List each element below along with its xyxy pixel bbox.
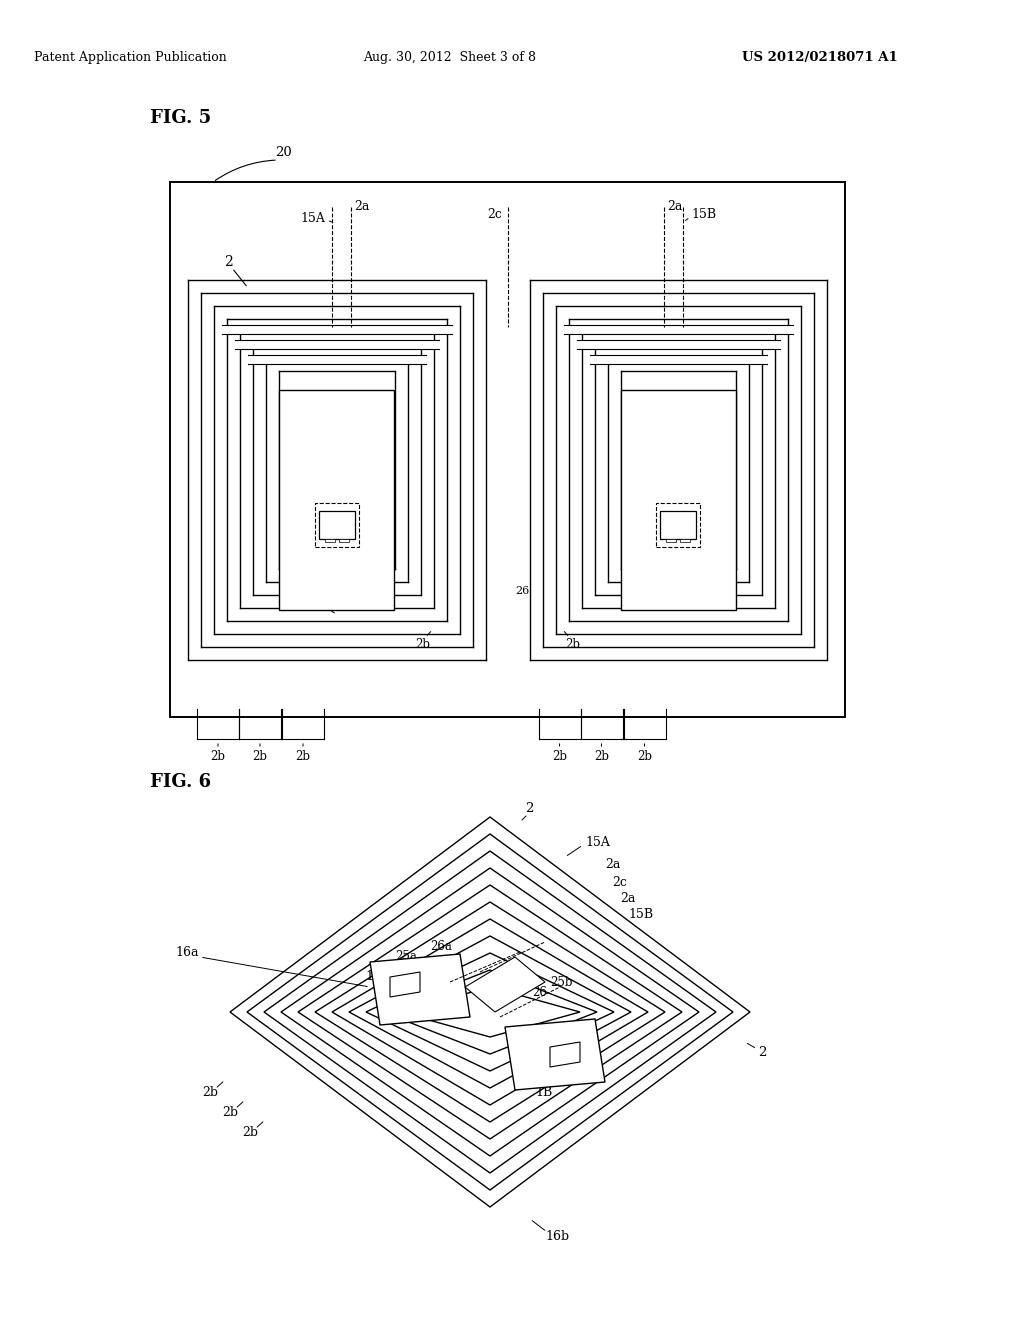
Text: 25a: 25a: [301, 404, 323, 414]
Bar: [667, 539, 676, 541]
Text: 2: 2: [758, 1045, 766, 1059]
Text: 2b: 2b: [296, 751, 310, 763]
Bar: [248, 355, 426, 363]
Polygon shape: [465, 957, 545, 1012]
Bar: [656, 503, 700, 546]
Text: 16a: 16a: [175, 945, 199, 958]
Text: 2b: 2b: [242, 1126, 258, 1138]
Bar: [318, 511, 354, 539]
Bar: [314, 503, 358, 546]
Text: 2b: 2b: [637, 751, 652, 763]
Text: 1A: 1A: [283, 404, 297, 414]
Text: 2b: 2b: [253, 751, 267, 763]
Text: 1B: 1B: [679, 404, 694, 414]
Bar: [563, 325, 793, 334]
Text: 2b: 2b: [202, 1085, 218, 1098]
Bar: [222, 325, 452, 334]
Text: 2b: 2b: [222, 1106, 238, 1118]
Text: 2b: 2b: [415, 638, 430, 651]
Text: 26: 26: [515, 586, 529, 597]
Bar: [170, 182, 845, 717]
Bar: [590, 355, 767, 363]
Bar: [621, 389, 736, 610]
Polygon shape: [505, 1019, 605, 1090]
Text: 2b: 2b: [565, 638, 580, 651]
Text: 15B: 15B: [691, 209, 717, 222]
Text: FIG. 6: FIG. 6: [150, 774, 211, 791]
Text: Patent Application Publication: Patent Application Publication: [34, 50, 226, 63]
Text: US 2012/0218071 A1: US 2012/0218071 A1: [742, 50, 898, 63]
Text: 2a: 2a: [620, 892, 635, 906]
Bar: [660, 511, 696, 539]
Text: 26a: 26a: [430, 940, 452, 953]
Text: 2: 2: [525, 803, 534, 816]
Text: 25b: 25b: [550, 975, 572, 989]
Text: 2c: 2c: [612, 875, 627, 888]
Text: 2c: 2c: [487, 209, 503, 222]
Text: 2: 2: [223, 255, 232, 269]
Text: 2a: 2a: [605, 858, 621, 871]
Text: 2b: 2b: [211, 751, 225, 763]
Text: 1A: 1A: [365, 970, 382, 983]
Polygon shape: [370, 954, 470, 1026]
Text: 2b: 2b: [594, 751, 609, 763]
Text: 16a: 16a: [283, 579, 303, 590]
Text: 2b: 2b: [552, 751, 567, 763]
Text: 25a: 25a: [395, 950, 417, 964]
Text: 26: 26: [532, 986, 547, 998]
Bar: [280, 389, 394, 610]
Text: 2a: 2a: [668, 201, 683, 214]
Text: 15A: 15A: [585, 836, 610, 849]
Bar: [577, 339, 780, 348]
Text: 25b: 25b: [624, 404, 645, 414]
Text: 16b: 16b: [545, 1230, 569, 1243]
Text: 2a: 2a: [353, 201, 369, 214]
Text: 16b: 16b: [679, 579, 700, 590]
Bar: [234, 339, 438, 348]
Text: Aug. 30, 2012  Sheet 3 of 8: Aug. 30, 2012 Sheet 3 of 8: [364, 50, 537, 63]
Text: 20: 20: [274, 145, 292, 158]
Bar: [680, 539, 690, 541]
Bar: [339, 539, 349, 541]
Text: 15B: 15B: [628, 908, 653, 921]
Text: FIG. 5: FIG. 5: [150, 110, 211, 127]
Polygon shape: [550, 1041, 580, 1067]
Text: 26a: 26a: [301, 586, 323, 597]
Text: 15A: 15A: [301, 211, 326, 224]
Bar: [325, 539, 335, 541]
Polygon shape: [390, 972, 420, 997]
Text: 1B: 1B: [535, 1085, 552, 1098]
